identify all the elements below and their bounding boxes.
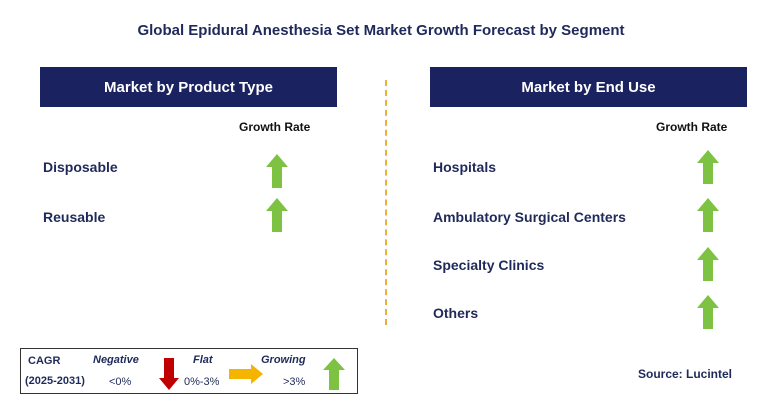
source-note: Source: Lucintel bbox=[637, 367, 732, 381]
end-use-header: Market by End Use bbox=[430, 67, 747, 107]
legend-growing-label: Growing bbox=[261, 354, 306, 366]
panel-divider bbox=[385, 80, 387, 325]
product-type-growth-label: Growth Rate bbox=[239, 120, 311, 134]
chart-title: Global Epidural Anesthesia Set Market Gr… bbox=[137, 22, 625, 39]
up-arrow-icon bbox=[697, 295, 719, 329]
product-type-header: Market by Product Type bbox=[40, 67, 337, 107]
legend-negative-label: Negative bbox=[93, 354, 139, 366]
down-arrow-icon bbox=[159, 358, 179, 390]
up-arrow-icon bbox=[323, 358, 345, 390]
legend-growing-value: >3% bbox=[283, 376, 306, 388]
end-use-item-ambulatory: Ambulatory Surgical Centers bbox=[433, 209, 626, 225]
legend-cagr-label: CAGR bbox=[28, 355, 61, 367]
end-use-item-hospitals: Hospitals bbox=[433, 159, 497, 175]
up-arrow-icon bbox=[697, 198, 719, 232]
up-arrow-icon bbox=[697, 150, 719, 184]
up-arrow-icon bbox=[697, 247, 719, 281]
legend-period: (2025-2031) bbox=[25, 375, 85, 387]
legend-flat-label: Flat bbox=[193, 354, 213, 366]
end-use-growth-label: Growth Rate bbox=[656, 120, 728, 134]
product-type-item-reusable: Reusable bbox=[43, 209, 106, 225]
legend-negative-value: <0% bbox=[109, 376, 132, 388]
end-use-item-specialty-clinics: Specialty Clinics bbox=[433, 257, 545, 273]
legend-flat-value: 0%-3% bbox=[184, 376, 220, 388]
end-use-item-others: Others bbox=[433, 305, 479, 321]
up-arrow-icon bbox=[266, 198, 288, 232]
right-arrow-icon bbox=[229, 364, 263, 384]
product-type-item-disposable: Disposable bbox=[43, 159, 118, 175]
cagr-legend: CAGR (2025-2031) Negative <0% Flat 0%-3%… bbox=[20, 348, 358, 394]
up-arrow-icon bbox=[266, 154, 288, 188]
